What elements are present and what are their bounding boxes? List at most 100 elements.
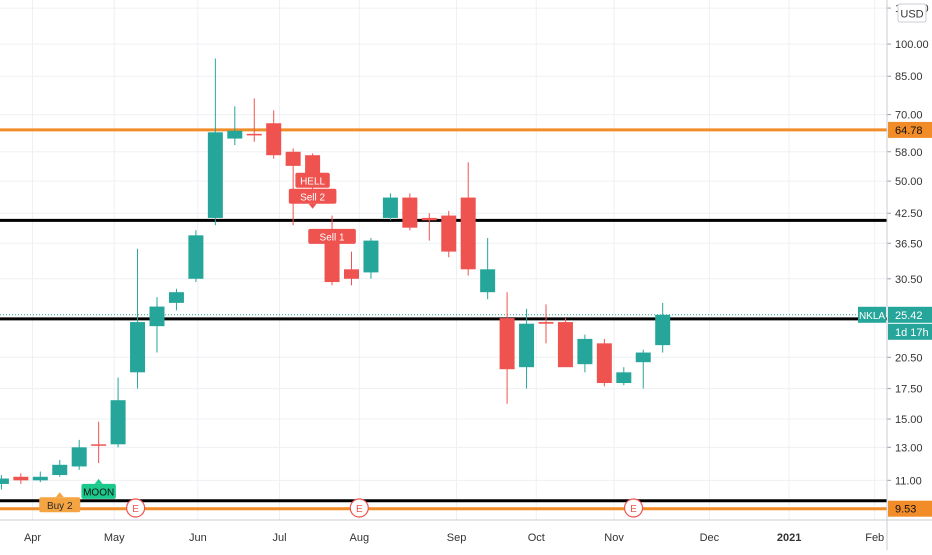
candle-body: [460, 197, 476, 270]
y-tick-label: 30.50: [895, 274, 923, 286]
candle-body: [207, 132, 223, 218]
candle-up: [32, 471, 48, 483]
candle-up: [0, 475, 9, 490]
signal-text: Sell 1: [320, 232, 345, 243]
candle-up: [635, 349, 651, 389]
candle-body: [519, 323, 535, 368]
earnings-circle: [126, 498, 146, 518]
y-tick-label: 11.00: [895, 475, 922, 487]
x-tick-label: Apr: [24, 532, 41, 544]
candle-up: [110, 377, 126, 448]
candle-down: [266, 110, 282, 159]
currency-label: USD: [900, 9, 923, 21]
earnings-marker: E: [623, 498, 644, 518]
y-tick-label: 100.00: [895, 39, 929, 51]
signal-box: [39, 497, 81, 513]
y-tick-label: 50.00: [895, 176, 923, 188]
price-level-badge-text: 9.53: [895, 504, 916, 516]
y-tick-label: 85.00: [895, 71, 923, 83]
candle-down: [344, 251, 359, 286]
signal-pointer: [55, 492, 64, 498]
candle-body: [227, 130, 243, 139]
y-tick-label: 36.50: [895, 238, 923, 250]
last-price-badge: NKLA 25.42 1d 17h: [858, 306, 932, 340]
earnings-circle: [349, 498, 369, 518]
y-tick-label: 58.00: [895, 147, 923, 159]
price-level-badge-text: 64.78: [895, 125, 923, 137]
signal-text: Sell 2: [300, 192, 325, 203]
signal-label-sell-1: Sell 1: [308, 228, 356, 249]
candle-body: [616, 372, 632, 384]
y-tick-label: 17.50: [895, 384, 923, 396]
earnings-letter: E: [132, 504, 139, 515]
candle-body: [635, 352, 651, 363]
y-tick-label: 13.00: [895, 442, 923, 454]
candle-down: [441, 210, 457, 258]
signal-text: MOON: [83, 487, 114, 498]
candle-body: [110, 400, 126, 445]
y-tick-label: 70.00: [895, 110, 923, 122]
candle-up: [363, 237, 379, 279]
signal-pointer: [94, 478, 103, 484]
candle-up: [207, 58, 223, 226]
candle-body: [0, 478, 9, 484]
signal-box: [308, 228, 356, 244]
earnings-marker: E: [126, 498, 146, 518]
candle-body: [421, 217, 437, 221]
currency-badge[interactable]: USD: [897, 3, 927, 23]
signals-layer: MOON Buy 2 HELL Sell 2 Sell 1 E E E: [39, 172, 644, 518]
x-tick-label: Feb: [865, 532, 884, 544]
earnings-letter: E: [356, 504, 363, 515]
candle-body: [130, 322, 146, 373]
candle-down: [538, 304, 554, 344]
candle-body: [71, 447, 87, 467]
candle-down: [460, 162, 476, 276]
candle-body: [32, 476, 48, 481]
candle-up: [52, 459, 68, 477]
x-tick-label: Oct: [528, 532, 545, 544]
y-tick-label: 20.50: [895, 352, 923, 364]
earnings-letter: E: [630, 504, 637, 515]
candle-body: [577, 338, 593, 365]
candle-body: [557, 322, 573, 368]
signal-label-buy-2: Buy 2: [39, 492, 81, 513]
candle-body: [596, 343, 612, 384]
candle-up: [168, 288, 184, 311]
candle-up: [519, 308, 535, 389]
candle-body: [188, 235, 204, 279]
candle-up: [130, 248, 146, 389]
x-tick-label: 2021: [777, 532, 801, 544]
price-labels-layer: 64.78 9.53 NKLA 25.42 1d 17h: [858, 121, 932, 517]
candle-up: [71, 439, 87, 470]
signal-label-hell: HELL: [295, 172, 330, 188]
candle-down: [91, 421, 107, 464]
earnings-marker: E: [349, 498, 369, 518]
x-tick-label: May: [104, 532, 125, 544]
signal-box: [288, 188, 337, 204]
candle-body: [246, 133, 262, 136]
x-tick-label: Dec: [700, 532, 720, 544]
candle-down: [285, 148, 301, 226]
candle-down: [246, 98, 262, 142]
candle-body: [441, 215, 457, 252]
candle-down: [557, 318, 573, 368]
earnings-circle: [623, 498, 644, 518]
signal-text: Buy 2: [47, 501, 73, 512]
candle-body: [538, 322, 554, 324]
x-tick-label: Sep: [447, 532, 467, 544]
candle-body: [480, 269, 496, 293]
candle-body: [285, 151, 301, 166]
candle-down: [13, 473, 29, 484]
candle-down: [596, 338, 612, 387]
signal-label-sell-2: Sell 2: [288, 188, 337, 209]
candle-body: [655, 314, 671, 346]
candle-body: [363, 240, 379, 273]
candle-body: [91, 444, 107, 446]
price-level-badge: 64.78: [888, 121, 932, 138]
y-tick-label: 42.50: [895, 208, 923, 220]
price-level-badge-box: [888, 121, 932, 138]
signal-pointer: [308, 203, 317, 209]
